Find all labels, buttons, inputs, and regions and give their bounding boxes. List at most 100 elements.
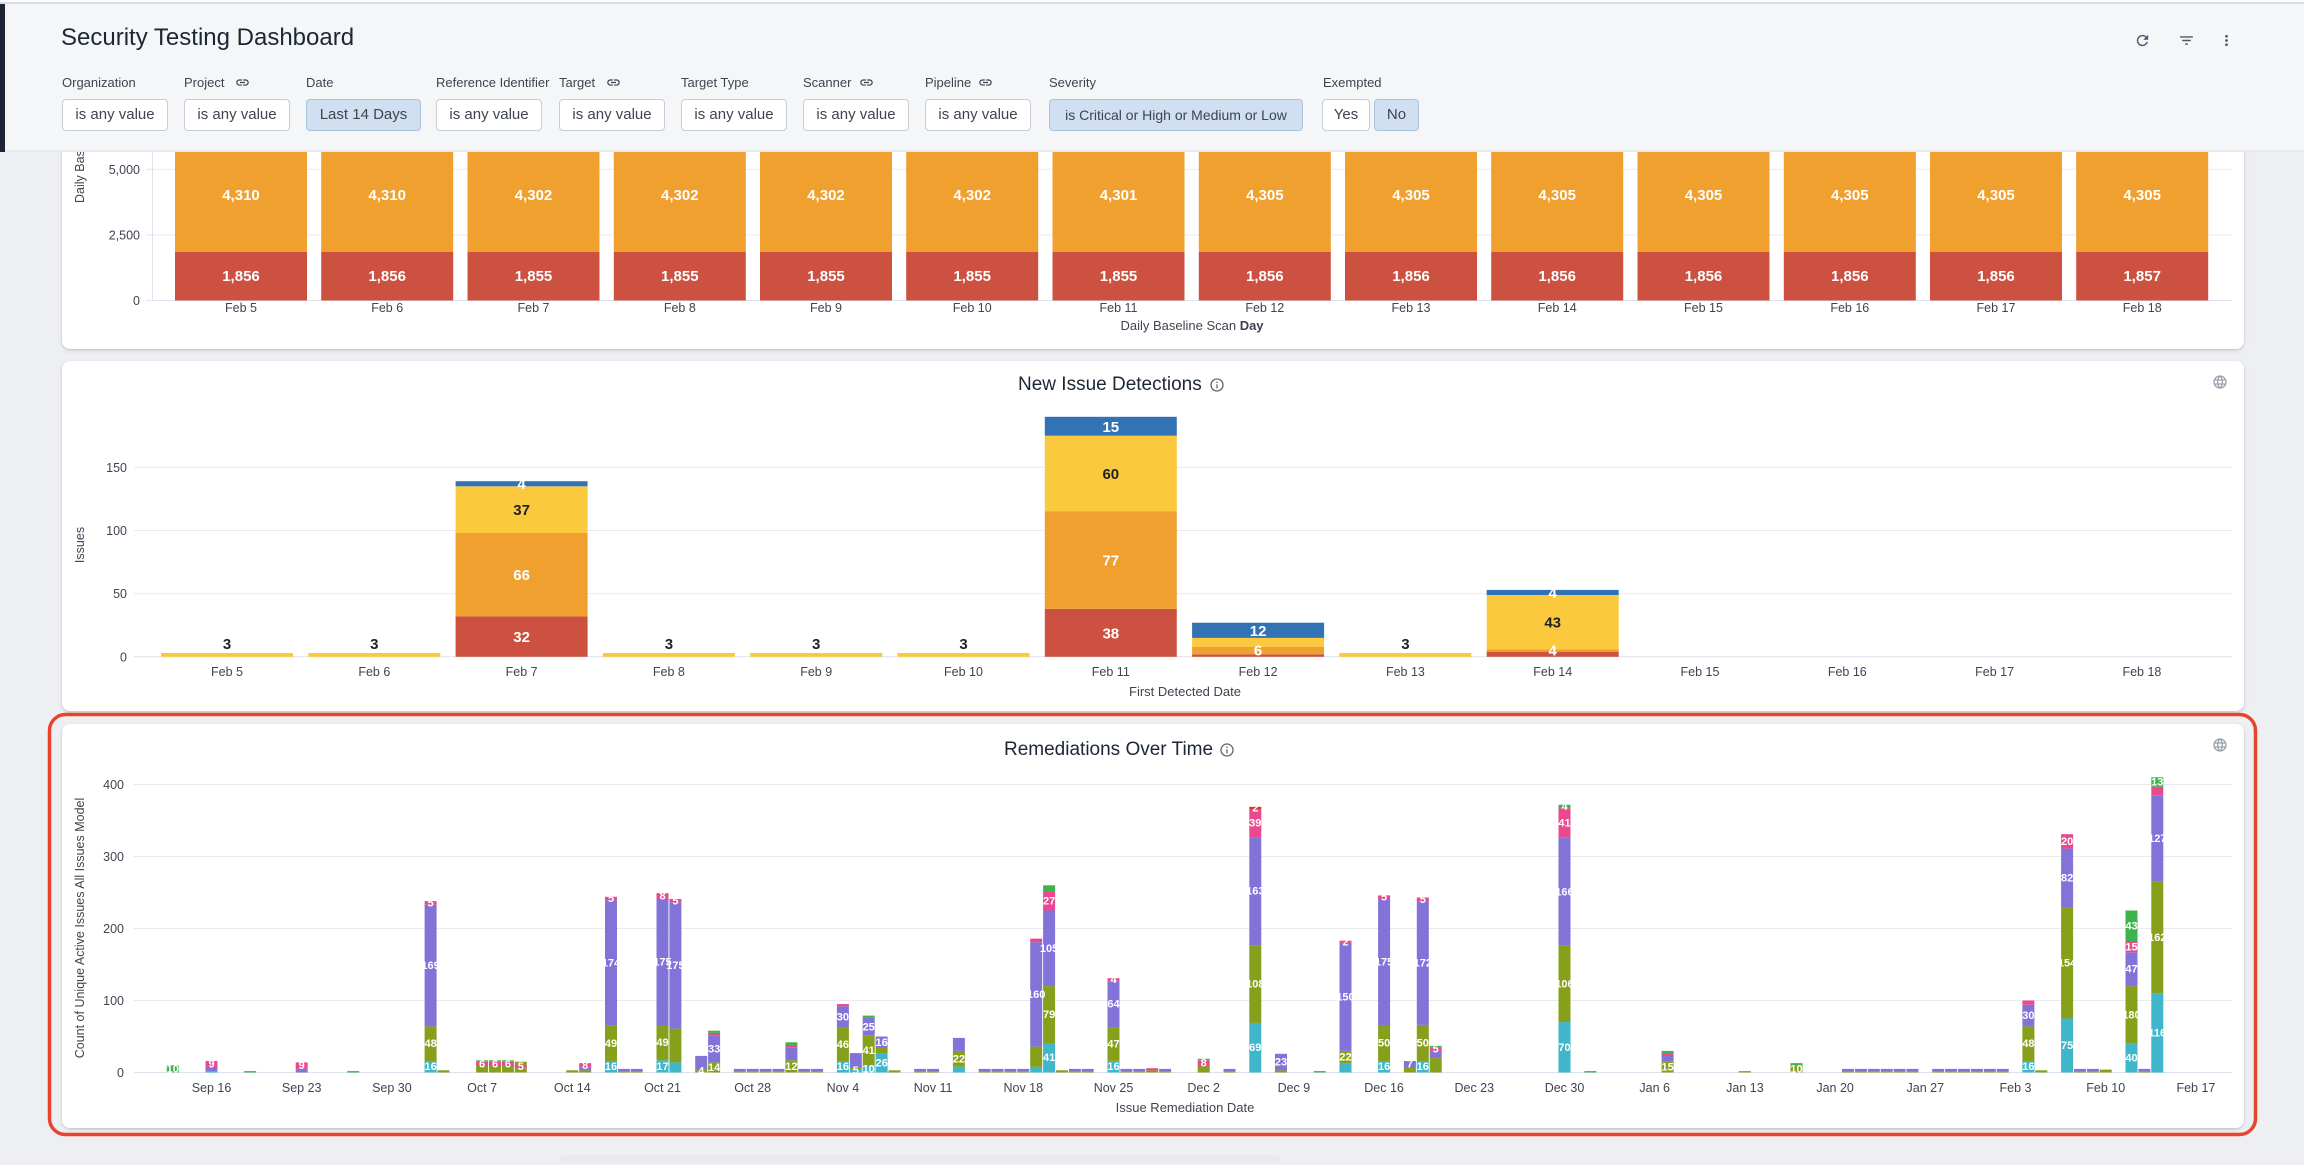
svg-text:163: 163 [1246, 886, 1264, 898]
svg-text:Dec 16: Dec 16 [1364, 1081, 1404, 1095]
svg-text:82: 82 [2061, 873, 2073, 885]
svg-text:Issues: Issues [73, 527, 87, 563]
svg-text:Dec 9: Dec 9 [1278, 1081, 1311, 1095]
svg-text:33: 33 [708, 1044, 720, 1056]
svg-text:Feb 10: Feb 10 [2086, 1081, 2125, 1095]
svg-text:3: 3 [959, 636, 967, 653]
svg-text:16: 16 [1417, 1061, 1429, 1073]
svg-text:3: 3 [1401, 636, 1409, 653]
svg-text:Feb 5: Feb 5 [211, 665, 243, 679]
svg-text:4,305: 4,305 [1685, 187, 1723, 204]
svg-text:Feb 10: Feb 10 [944, 665, 983, 679]
svg-text:49: 49 [605, 1038, 617, 1050]
svg-text:400: 400 [103, 778, 124, 792]
svg-text:172: 172 [1414, 958, 1432, 970]
svg-text:Dec 2: Dec 2 [1187, 1081, 1220, 1095]
svg-text:Jan 20: Jan 20 [1816, 1081, 1854, 1095]
svg-text:Feb 18: Feb 18 [2123, 301, 2162, 315]
svg-text:Sep 30: Sep 30 [372, 1081, 412, 1095]
svg-text:Feb 9: Feb 9 [800, 665, 832, 679]
svg-text:66: 66 [513, 567, 530, 584]
svg-text:100: 100 [103, 994, 124, 1008]
svg-text:160: 160 [1027, 989, 1045, 1001]
svg-text:175: 175 [1375, 957, 1393, 969]
svg-text:Feb 11: Feb 11 [1100, 301, 1138, 315]
svg-text:64: 64 [1107, 999, 1120, 1011]
svg-text:43: 43 [1544, 615, 1561, 632]
svg-text:8: 8 [659, 891, 665, 903]
svg-text:47: 47 [1107, 1039, 1119, 1051]
svg-text:10: 10 [167, 1063, 179, 1075]
svg-text:Feb 7: Feb 7 [518, 301, 550, 315]
svg-text:Feb 6: Feb 6 [358, 665, 390, 679]
svg-text:10: 10 [863, 1063, 875, 1075]
svg-text:169: 169 [421, 960, 439, 972]
svg-text:4: 4 [1561, 801, 1568, 813]
svg-text:1,856: 1,856 [368, 268, 406, 285]
svg-text:1,855: 1,855 [661, 268, 699, 285]
svg-text:32: 32 [513, 629, 530, 646]
svg-text:Oct 7: Oct 7 [467, 1081, 497, 1095]
svg-text:Feb 17: Feb 17 [2176, 1081, 2215, 1095]
svg-text:16: 16 [875, 1037, 887, 1049]
svg-text:Oct 28: Oct 28 [734, 1081, 771, 1095]
svg-text:38: 38 [1102, 625, 1119, 642]
svg-text:4,301: 4,301 [1100, 187, 1138, 204]
svg-text:300: 300 [103, 850, 124, 864]
svg-text:Feb 14: Feb 14 [1538, 301, 1577, 315]
svg-text:30: 30 [2022, 1010, 2034, 1022]
svg-text:50: 50 [1417, 1038, 1429, 1050]
svg-text:1,856: 1,856 [222, 268, 260, 285]
svg-text:48: 48 [2022, 1038, 2034, 1050]
svg-text:Jan 6: Jan 6 [1639, 1081, 1670, 1095]
svg-text:47: 47 [2125, 964, 2137, 976]
svg-text:4: 4 [1549, 585, 1558, 602]
svg-text:Feb 5: Feb 5 [225, 301, 257, 315]
svg-text:6: 6 [479, 1058, 485, 1070]
svg-text:50: 50 [1378, 1038, 1390, 1050]
svg-text:4,305: 4,305 [1831, 187, 1869, 204]
svg-text:Daily Baseline Scan Day: Daily Baseline Scan Day [1120, 318, 1264, 333]
svg-text:Feb 7: Feb 7 [506, 665, 538, 679]
svg-text:Feb 12: Feb 12 [1239, 665, 1278, 679]
svg-text:5: 5 [428, 897, 434, 909]
svg-text:5: 5 [672, 895, 678, 907]
svg-text:20: 20 [2061, 836, 2073, 848]
svg-text:1,855: 1,855 [953, 268, 991, 285]
svg-text:Feb 17: Feb 17 [1977, 301, 2016, 315]
svg-text:14: 14 [708, 1062, 721, 1074]
svg-text:15: 15 [1102, 419, 1119, 436]
svg-text:1,857: 1,857 [2123, 268, 2161, 285]
svg-text:50: 50 [113, 587, 127, 601]
svg-text:Feb 8: Feb 8 [664, 301, 696, 315]
svg-text:Sep 16: Sep 16 [192, 1081, 232, 1095]
svg-text:49: 49 [656, 1037, 668, 1049]
svg-text:4: 4 [1110, 974, 1117, 986]
svg-text:105: 105 [1040, 943, 1058, 955]
svg-text:10: 10 [1790, 1063, 1802, 1075]
svg-text:Nov 18: Nov 18 [1003, 1081, 1043, 1095]
svg-text:1,855: 1,855 [515, 268, 553, 285]
svg-text:9: 9 [208, 1059, 214, 1071]
svg-text:Nov 4: Nov 4 [827, 1081, 860, 1095]
svg-text:Issue Remediation Date: Issue Remediation Date [1116, 1100, 1255, 1115]
svg-text:8: 8 [582, 1060, 588, 1072]
svg-text:16: 16 [1378, 1061, 1390, 1073]
svg-text:4,310: 4,310 [368, 187, 406, 204]
svg-text:1,856: 1,856 [1538, 268, 1576, 285]
svg-text:2: 2 [1252, 802, 1258, 814]
svg-text:175: 175 [666, 960, 684, 972]
svg-text:106: 106 [1555, 978, 1573, 990]
svg-text:2,500: 2,500 [109, 228, 140, 242]
svg-text:13: 13 [2151, 777, 2163, 789]
svg-text:Nov 11: Nov 11 [914, 1081, 953, 1095]
svg-text:25: 25 [863, 1021, 875, 1033]
svg-text:174: 174 [602, 958, 621, 970]
svg-text:48: 48 [424, 1038, 436, 1050]
svg-text:6: 6 [1254, 642, 1262, 659]
svg-text:Oct 14: Oct 14 [554, 1081, 591, 1095]
svg-text:4,305: 4,305 [1246, 187, 1284, 204]
svg-text:12: 12 [785, 1061, 797, 1073]
svg-text:175: 175 [653, 957, 671, 969]
svg-text:16: 16 [837, 1061, 849, 1073]
